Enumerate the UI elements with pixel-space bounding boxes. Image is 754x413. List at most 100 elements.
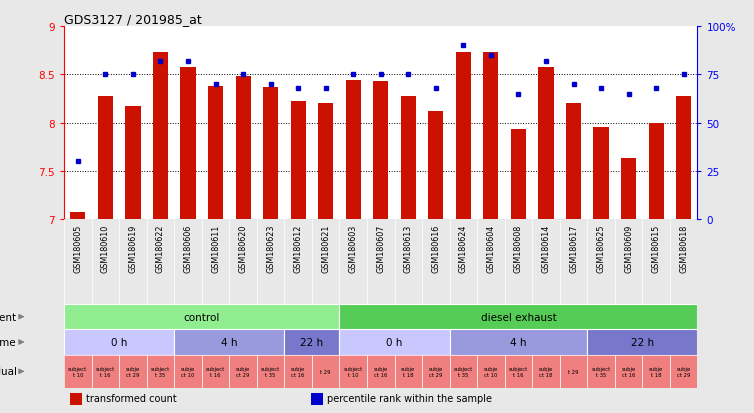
Text: GSM180605: GSM180605 bbox=[73, 224, 82, 272]
Text: subje
ct 16: subje ct 16 bbox=[374, 366, 388, 377]
Bar bbox=[64, 304, 339, 330]
Bar bbox=[235, 77, 250, 220]
Bar bbox=[257, 355, 284, 388]
Text: GSM180606: GSM180606 bbox=[183, 224, 192, 272]
Bar bbox=[339, 355, 367, 388]
Text: subje
ct 29: subje ct 29 bbox=[429, 366, 443, 377]
Bar bbox=[538, 68, 553, 220]
Text: subje
ct 29: subje ct 29 bbox=[236, 366, 250, 377]
Text: GDS3127 / 201985_at: GDS3127 / 201985_at bbox=[64, 13, 202, 26]
Text: GSM180625: GSM180625 bbox=[596, 224, 605, 273]
Text: GSM180604: GSM180604 bbox=[486, 224, 495, 272]
Bar bbox=[587, 355, 615, 388]
Text: 0 h: 0 h bbox=[386, 337, 403, 347]
Bar bbox=[532, 355, 559, 388]
Bar bbox=[174, 330, 284, 355]
Bar bbox=[290, 102, 305, 220]
Text: GSM180624: GSM180624 bbox=[459, 224, 468, 272]
Text: GSM180615: GSM180615 bbox=[651, 224, 661, 272]
Bar bbox=[125, 107, 140, 220]
Bar bbox=[339, 330, 449, 355]
Bar bbox=[566, 104, 581, 220]
Text: GSM180613: GSM180613 bbox=[404, 224, 412, 272]
Bar bbox=[345, 81, 361, 220]
Bar bbox=[477, 355, 504, 388]
Bar bbox=[339, 304, 697, 330]
Bar bbox=[208, 87, 223, 220]
Text: subject
t 35: subject t 35 bbox=[151, 366, 170, 377]
Text: subje
ct 10: subje ct 10 bbox=[484, 366, 498, 377]
Text: subje
t 18: subje t 18 bbox=[649, 366, 664, 377]
Bar bbox=[174, 355, 202, 388]
Text: t 29: t 29 bbox=[320, 369, 331, 374]
Text: GSM180618: GSM180618 bbox=[679, 224, 688, 272]
Text: GSM180614: GSM180614 bbox=[541, 224, 550, 272]
Bar bbox=[202, 355, 229, 388]
Bar bbox=[483, 53, 498, 220]
Text: GSM180610: GSM180610 bbox=[101, 224, 110, 272]
Text: subje
ct 29: subje ct 29 bbox=[126, 366, 140, 377]
Bar bbox=[456, 53, 471, 220]
Bar bbox=[367, 355, 394, 388]
Bar bbox=[621, 159, 636, 220]
Bar bbox=[648, 123, 664, 220]
Bar bbox=[428, 112, 443, 220]
Bar bbox=[153, 53, 168, 220]
Bar bbox=[311, 393, 323, 405]
Bar bbox=[449, 330, 587, 355]
Text: subject
t 35: subject t 35 bbox=[261, 366, 280, 377]
Text: subject
t 35: subject t 35 bbox=[591, 366, 611, 377]
Bar bbox=[511, 130, 526, 220]
Bar bbox=[587, 330, 697, 355]
Bar bbox=[92, 355, 119, 388]
Text: subje
ct 18: subje ct 18 bbox=[539, 366, 553, 377]
Text: subject
t 10: subject t 10 bbox=[344, 366, 363, 377]
Text: subject
t 10: subject t 10 bbox=[68, 366, 87, 377]
Bar bbox=[642, 355, 670, 388]
Bar bbox=[229, 355, 257, 388]
Text: GSM180616: GSM180616 bbox=[431, 224, 440, 272]
Text: subject
t 35: subject t 35 bbox=[454, 366, 473, 377]
Text: GSM180617: GSM180617 bbox=[569, 224, 578, 272]
Bar bbox=[263, 88, 278, 220]
Bar bbox=[70, 212, 85, 220]
Bar bbox=[98, 96, 113, 220]
Bar bbox=[147, 355, 174, 388]
Text: subje
t 18: subje t 18 bbox=[401, 366, 415, 377]
Text: agent: agent bbox=[0, 312, 17, 322]
Text: GSM180619: GSM180619 bbox=[128, 224, 137, 272]
Text: subje
ct 10: subje ct 10 bbox=[181, 366, 195, 377]
Text: subje
ct 29: subje ct 29 bbox=[676, 366, 691, 377]
Bar bbox=[373, 82, 388, 220]
Text: GSM180611: GSM180611 bbox=[211, 224, 220, 272]
Text: diesel exhaust: diesel exhaust bbox=[480, 312, 556, 322]
Text: GSM180623: GSM180623 bbox=[266, 224, 275, 272]
Text: GSM180608: GSM180608 bbox=[514, 224, 523, 272]
Bar bbox=[559, 355, 587, 388]
Text: GSM180609: GSM180609 bbox=[624, 224, 633, 272]
Bar bbox=[615, 355, 642, 388]
Bar bbox=[119, 355, 147, 388]
Bar bbox=[64, 330, 174, 355]
Text: subject
t 16: subject t 16 bbox=[96, 366, 115, 377]
Bar bbox=[449, 355, 477, 388]
Bar bbox=[676, 96, 691, 220]
Bar bbox=[593, 128, 608, 220]
Bar bbox=[70, 393, 82, 405]
Text: GSM180621: GSM180621 bbox=[321, 224, 330, 272]
Bar bbox=[504, 355, 532, 388]
Text: time: time bbox=[0, 337, 17, 347]
Text: GSM180603: GSM180603 bbox=[349, 224, 357, 272]
Bar bbox=[284, 355, 312, 388]
Bar bbox=[284, 330, 339, 355]
Bar bbox=[64, 355, 92, 388]
Text: percentile rank within the sample: percentile rank within the sample bbox=[327, 393, 492, 404]
Text: subje
ct 16: subje ct 16 bbox=[291, 366, 305, 377]
Text: 22 h: 22 h bbox=[300, 337, 323, 347]
Text: control: control bbox=[183, 312, 220, 322]
Text: subject
t 16: subject t 16 bbox=[206, 366, 225, 377]
Bar bbox=[318, 104, 333, 220]
Text: GSM180607: GSM180607 bbox=[376, 224, 385, 272]
Text: subje
ct 16: subje ct 16 bbox=[621, 366, 636, 377]
Text: transformed count: transformed count bbox=[86, 393, 177, 404]
